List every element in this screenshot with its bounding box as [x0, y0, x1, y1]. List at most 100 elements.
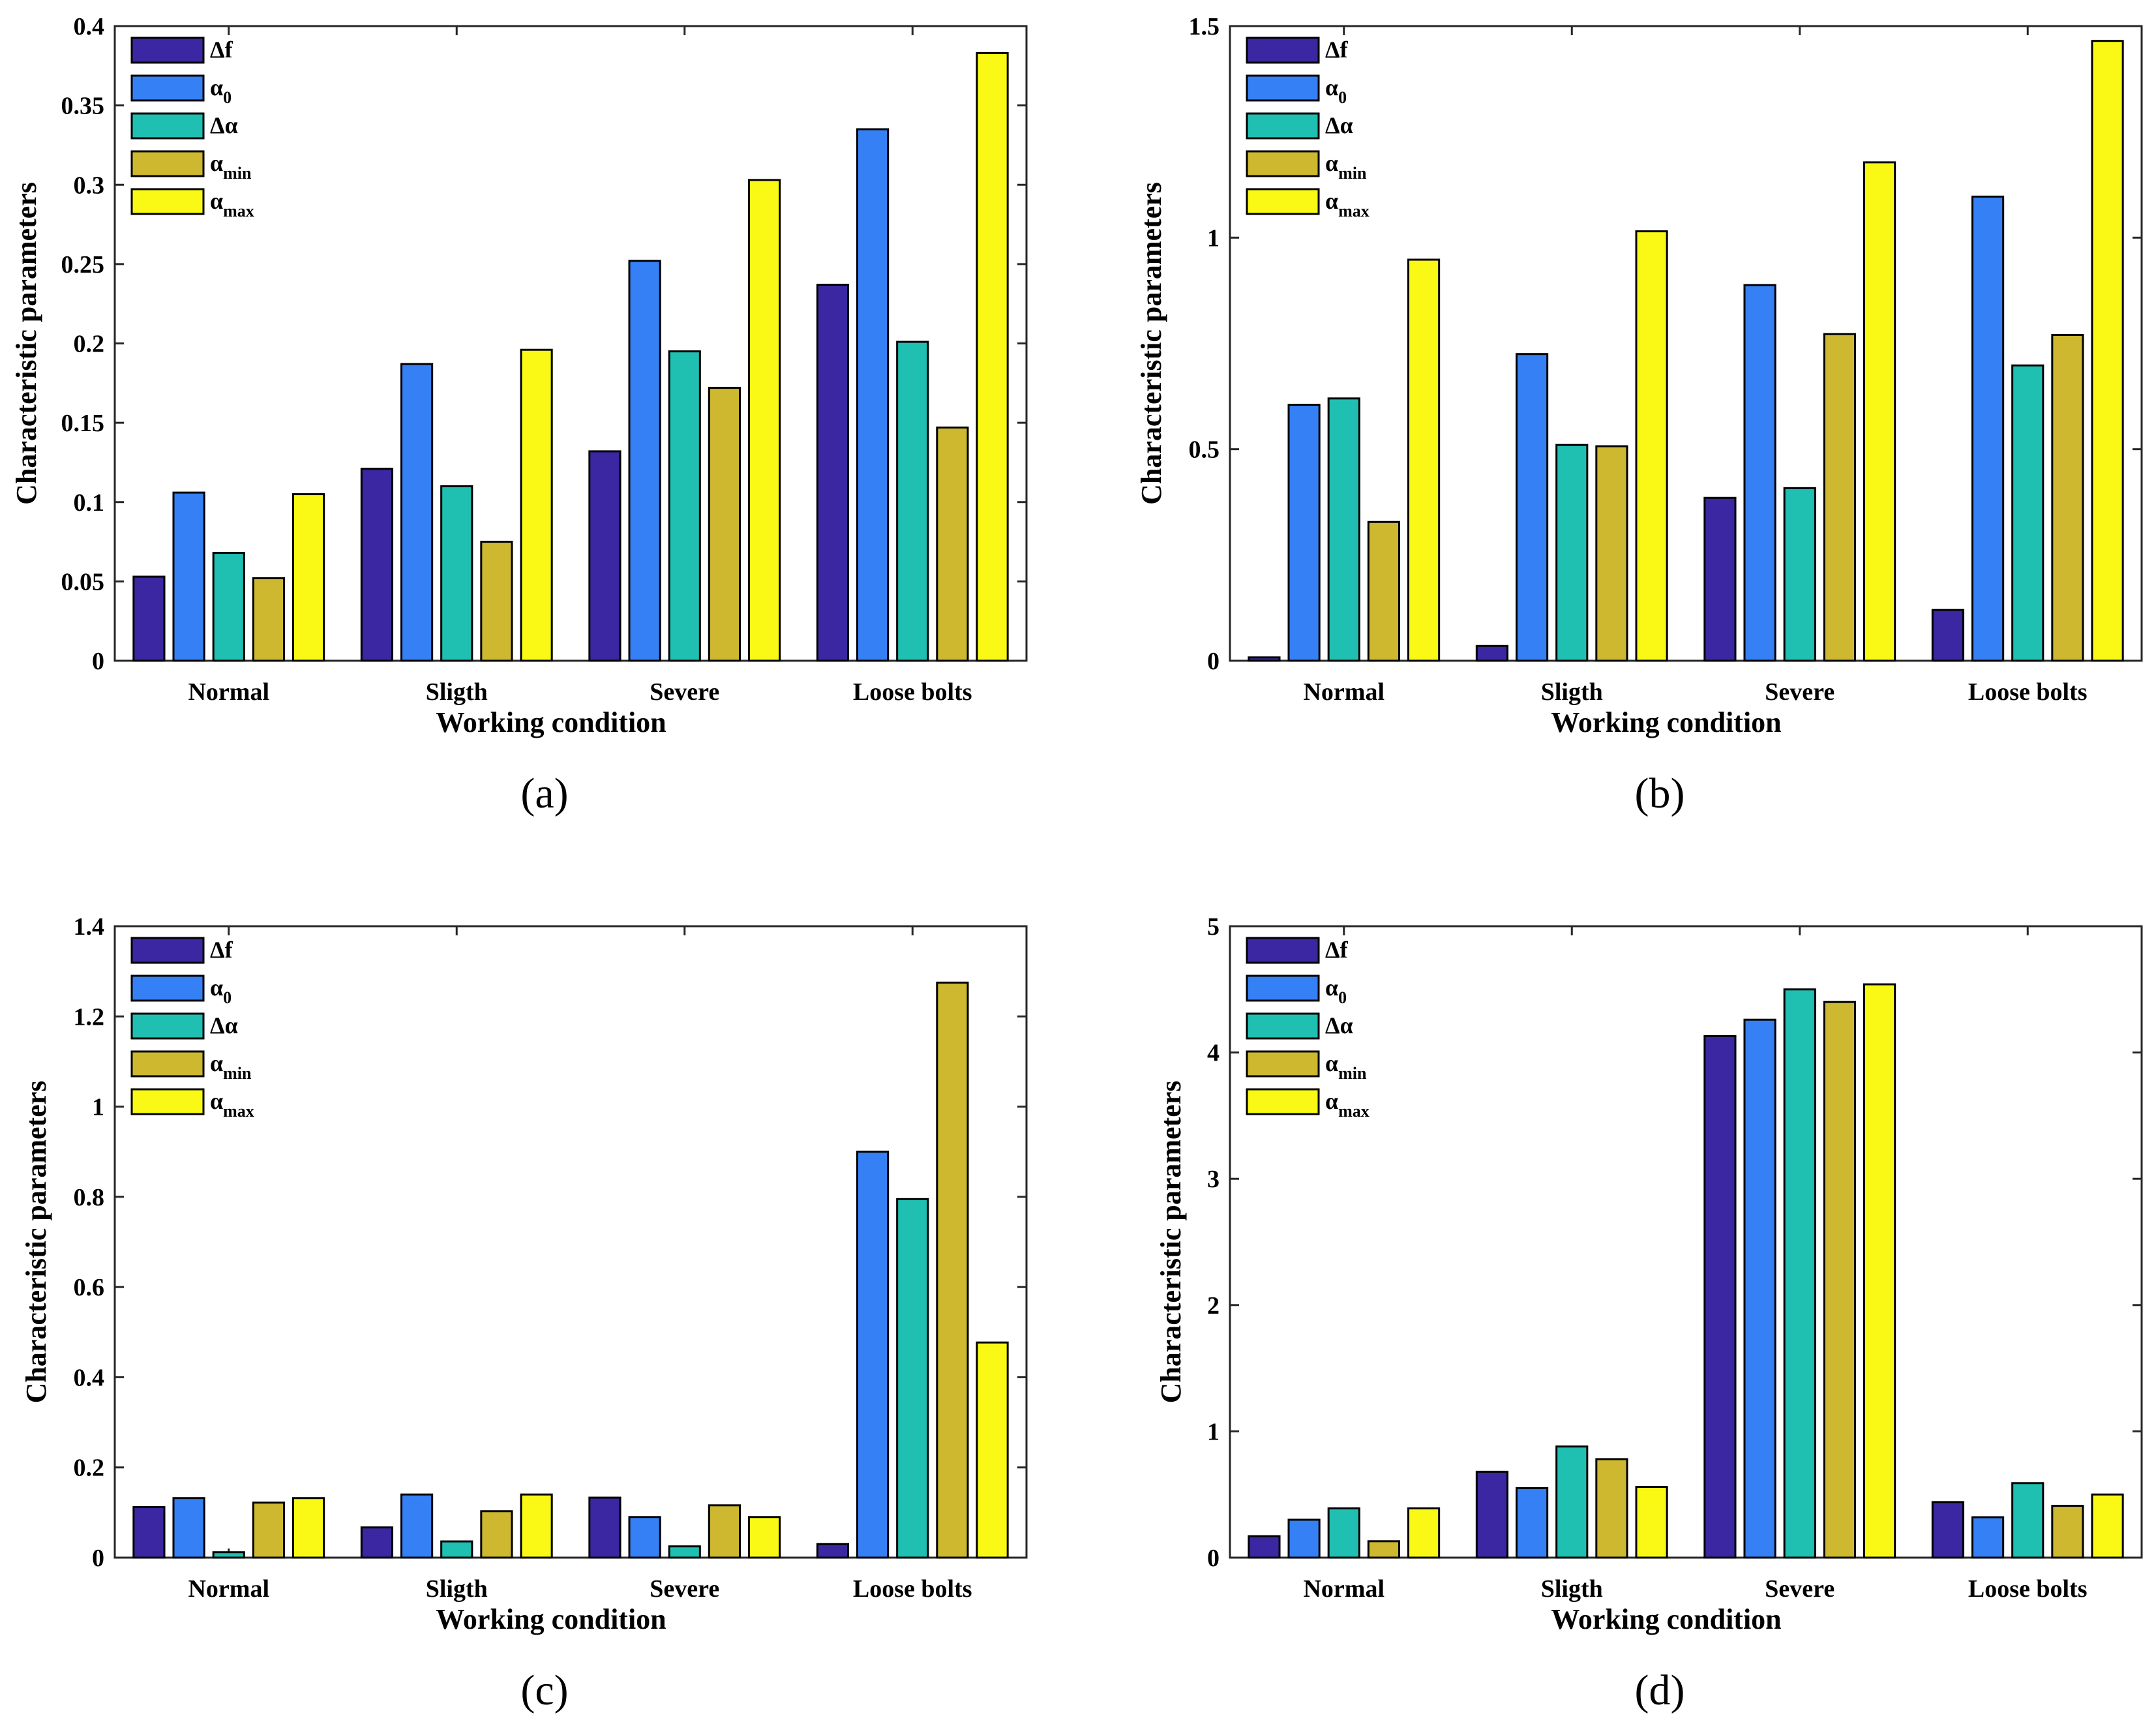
legend-subscript: 0	[1338, 988, 1347, 1007]
legend-subscript: 0	[1338, 88, 1347, 107]
x-tick-label: Sligth	[426, 1575, 488, 1603]
bar-da-severe	[1783, 487, 1816, 662]
x-axis-label: Working condition	[436, 1603, 666, 1635]
bar-amin-normal	[1367, 521, 1401, 662]
bar-amin-normal	[1367, 1540, 1401, 1559]
legend-label-amax: αmax	[1325, 188, 1370, 220]
bar-amin-loose-bolts	[936, 426, 969, 662]
bar-amax-severe	[747, 1516, 781, 1559]
bar-amax-normal	[292, 1497, 325, 1559]
bar-df-loose-bolts	[816, 283, 850, 662]
legend-label-a0: α0	[1325, 74, 1347, 107]
legend-label-da: Δα	[210, 1012, 238, 1038]
y-tick-label: 0	[92, 648, 104, 675]
chart-panel-2: 0 0.5 1 1.5 Normal Sligth Severe Loose bolts Wor…	[1135, 13, 2143, 817]
legend-label-a0: α0	[210, 974, 232, 1007]
y-axis-label: Characteristic parameters	[1155, 1081, 1187, 1404]
bar-df-normal	[132, 575, 166, 662]
legend-swatch-a0	[1246, 974, 1320, 1002]
bar-da-loose-bolts	[896, 340, 929, 662]
bar-a0-loose-bolts	[856, 1151, 890, 1559]
bar-df-normal	[132, 1506, 166, 1559]
x-tick-label: Loose bolts	[853, 678, 972, 706]
bar-da-loose-bolts	[2011, 1482, 2044, 1559]
y-tick-label: 0.4	[74, 1364, 105, 1391]
y-tick-label: 1	[1207, 1418, 1220, 1445]
bar-a0-sligth	[400, 1493, 434, 1559]
legend-swatch-da	[1246, 1012, 1320, 1040]
plot-area	[113, 25, 1028, 662]
legend-subscript: 0	[223, 88, 232, 107]
bar-df-normal	[1248, 1535, 1281, 1559]
legend-swatch-da	[130, 1012, 205, 1040]
legend-swatch-amin	[130, 1050, 205, 1078]
bar-amax-normal	[1407, 1507, 1441, 1559]
legend-subscript: max	[1338, 202, 1370, 220]
y-tick-label: 0	[1207, 648, 1220, 675]
legend: Δf α0 Δα αmin αmax	[130, 37, 254, 220]
x-tick-label: Loose bolts	[853, 1575, 972, 1603]
y-tick-label: 0.1	[74, 489, 105, 517]
x-tick-label: Normal	[188, 1575, 269, 1603]
y-tick-label: 0.2	[74, 331, 105, 358]
y-tick-label: 3	[1207, 1166, 1220, 1193]
y-tick-label: 2	[1207, 1292, 1220, 1320]
bar-df-severe	[588, 450, 621, 662]
legend: Δf α0 Δα αmin αmax	[1246, 37, 1370, 220]
x-tick-label: Normal	[1303, 678, 1385, 706]
bar-df-sligth	[360, 468, 394, 662]
legend-swatch-df	[130, 37, 205, 64]
x-axis-label: Working condition	[436, 706, 666, 738]
legend-subscript: min	[223, 1064, 252, 1083]
bar-da-severe	[668, 1545, 701, 1559]
y-tick-label: 0.5	[1189, 436, 1220, 464]
bar-da-sligth	[1555, 444, 1589, 662]
legend-swatch-a0	[130, 974, 205, 1002]
legend-label-df: Δf	[1325, 37, 1349, 63]
legend-label-df: Δf	[210, 37, 233, 63]
legend-subscript: min	[223, 164, 252, 183]
legend-swatch-a0	[130, 74, 205, 102]
legend-swatch-amin	[1246, 150, 1320, 177]
y-tick-label: 0.25	[61, 251, 105, 279]
legend-swatch-amin	[130, 150, 205, 177]
legend-swatch-df	[1246, 37, 1320, 64]
y-tick-label: 1	[1207, 224, 1220, 252]
bar-df-normal	[1248, 656, 1281, 662]
bar-df-loose-bolts	[1931, 1501, 1965, 1559]
panel-label: (a)	[520, 770, 568, 817]
bar-amax-loose-bolts	[976, 52, 1009, 662]
bar-df-loose-bolts	[816, 1543, 850, 1559]
bar-da-normal	[1327, 397, 1360, 662]
y-tick-label: 0.15	[61, 410, 105, 437]
legend-label-amin: αmin	[1325, 1050, 1367, 1083]
y-tick-label: 1.4	[74, 913, 105, 941]
legend-label-da: Δα	[210, 112, 238, 138]
chart-panel-1: 0 0.05 0.1 0.15 0.2 0.25 0.3 0.35 0.4 Normal Sligt…	[10, 13, 1028, 817]
legend-swatch-amax	[130, 1088, 205, 1115]
legend-label-df: Δf	[210, 937, 233, 963]
bar-amax-severe	[747, 179, 781, 662]
chart-panel-3: 0 0.2 0.4 0.6 0.8 1 1.2 1.4 Normal Sligth Severe Lo…	[20, 913, 1028, 1714]
legend-subscript: max	[223, 1102, 254, 1121]
x-tick-label: Loose bolts	[1968, 1575, 2088, 1603]
bar-amax-severe	[1863, 983, 1896, 1559]
y-tick-label: 1.5	[1189, 13, 1220, 40]
legend-label-df: Δf	[1325, 937, 1349, 963]
bar-amax-loose-bolts	[2091, 1493, 2124, 1559]
bar-amax-loose-bolts	[976, 1341, 1009, 1559]
bar-a0-sligth	[1515, 1487, 1549, 1559]
bar-df-sligth	[1475, 1470, 1509, 1559]
bar-amax-sligth	[1635, 1486, 1668, 1559]
legend-label-a0: α0	[1325, 974, 1347, 1007]
bar-a0-normal	[1287, 404, 1321, 662]
bar-a0-loose-bolts	[1971, 195, 2005, 662]
bar-da-severe	[668, 350, 701, 662]
bar-amin-loose-bolts	[936, 981, 969, 1559]
bar-a0-loose-bolts	[1971, 1516, 2005, 1559]
bar-amin-loose-bolts	[2051, 1505, 2084, 1559]
bar-da-normal	[1327, 1507, 1360, 1559]
y-tick-label: 0.8	[74, 1184, 105, 1211]
y-tick-label: 1.2	[74, 1003, 105, 1031]
bar-amax-sligth	[520, 348, 553, 662]
